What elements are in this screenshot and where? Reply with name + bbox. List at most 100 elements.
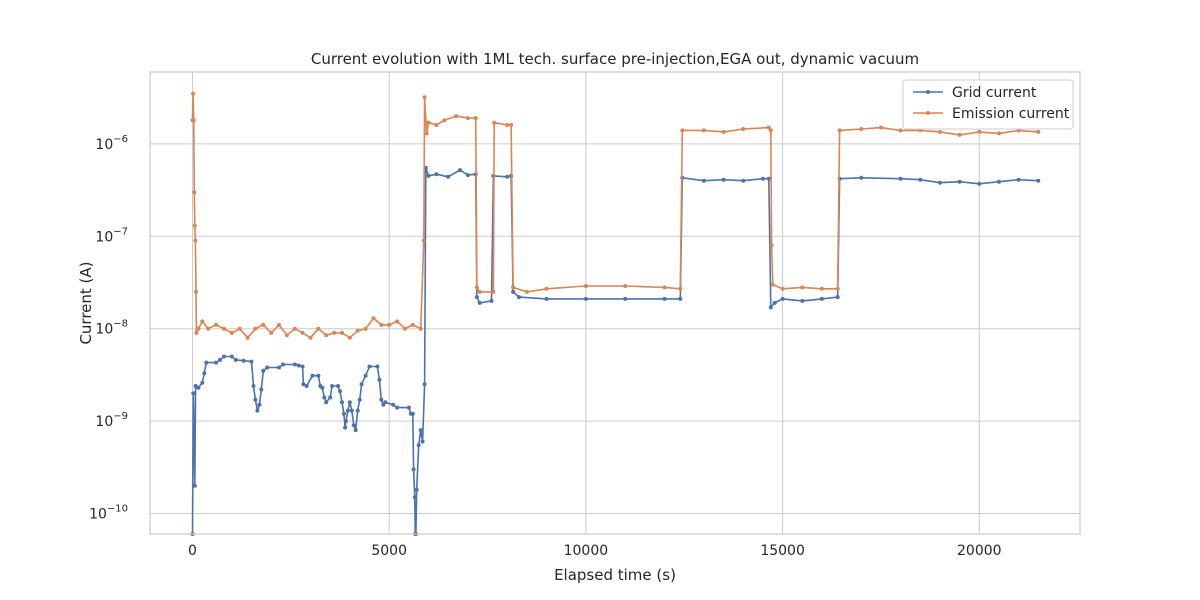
data-point-grid-current bbox=[583, 296, 588, 301]
data-point-emission-current bbox=[678, 286, 683, 291]
data-point-grid-current bbox=[489, 298, 494, 303]
data-point-emission-current bbox=[395, 319, 400, 324]
data-point-grid-current bbox=[357, 397, 362, 402]
data-point-grid-current bbox=[222, 354, 226, 359]
x-axis: 0 5000 10000 15000 20000 bbox=[188, 543, 1002, 559]
data-point-grid-current bbox=[359, 382, 364, 387]
data-point-grid-current bbox=[301, 382, 306, 387]
data-point-emission-current bbox=[269, 330, 274, 335]
data-point-grid-current bbox=[343, 425, 348, 430]
data-point-emission-current bbox=[422, 95, 427, 100]
data-point-grid-current bbox=[377, 377, 382, 382]
data-point-grid-current bbox=[328, 395, 333, 400]
data-point-emission-current bbox=[194, 330, 199, 335]
data-point-grid-current bbox=[819, 296, 824, 301]
data-point-emission-current bbox=[277, 322, 281, 327]
data-point-emission-current bbox=[387, 322, 392, 327]
data-point-grid-current bbox=[1036, 178, 1041, 183]
data-point-grid-current bbox=[458, 168, 462, 173]
data-point-grid-current bbox=[322, 395, 327, 400]
data-point-grid-current bbox=[345, 408, 350, 413]
data-point-grid-current bbox=[422, 382, 427, 387]
y-tick-exponent: −10 bbox=[107, 504, 128, 515]
y-tick-base: 10 bbox=[95, 229, 113, 245]
data-point-emission-current bbox=[332, 330, 337, 335]
data-point-grid-current bbox=[678, 296, 683, 301]
data-point-emission-current bbox=[977, 129, 982, 134]
data-point-grid-current bbox=[363, 373, 368, 378]
data-point-grid-current bbox=[418, 428, 423, 433]
data-point-emission-current bbox=[363, 326, 368, 331]
data-point-emission-current bbox=[284, 333, 289, 338]
data-point-grid-current bbox=[410, 411, 415, 416]
data-point-emission-current bbox=[245, 335, 250, 340]
data-point-emission-current bbox=[524, 289, 529, 294]
x-tick-label: 10000 bbox=[564, 543, 609, 559]
data-point-emission-current bbox=[997, 131, 1001, 136]
data-point-emission-current bbox=[583, 284, 588, 288]
data-point-emission-current bbox=[253, 326, 258, 331]
data-point-grid-current bbox=[383, 400, 388, 405]
data-point-grid-current bbox=[324, 400, 329, 405]
data-point-grid-current bbox=[191, 391, 196, 396]
data-point-grid-current bbox=[434, 172, 439, 177]
data-point-grid-current bbox=[835, 295, 840, 300]
data-point-emission-current bbox=[300, 330, 305, 335]
data-point-grid-current bbox=[701, 178, 706, 183]
y-tick-exponent: −7 bbox=[113, 226, 128, 237]
data-point-emission-current bbox=[442, 118, 447, 123]
data-point-grid-current bbox=[320, 385, 325, 390]
data-point-grid-current bbox=[292, 362, 297, 367]
data-point-emission-current bbox=[316, 326, 321, 331]
y-tick-exponent: −8 bbox=[113, 319, 128, 330]
y-tick-label: 10−9 bbox=[95, 411, 128, 430]
data-point-emission-current bbox=[859, 127, 864, 131]
data-point-grid-current bbox=[375, 364, 380, 369]
data-point-grid-current bbox=[411, 467, 416, 472]
data-point-grid-current bbox=[957, 179, 962, 184]
y-tick-base: 10 bbox=[89, 507, 107, 523]
data-point-grid-current bbox=[204, 360, 209, 365]
data-point-emission-current bbox=[324, 333, 329, 338]
data-point-emission-current bbox=[200, 319, 205, 324]
legend-grid-current-marker bbox=[926, 90, 930, 94]
data-point-emission-current bbox=[770, 282, 775, 287]
data-point-emission-current bbox=[768, 128, 773, 133]
data-point-emission-current bbox=[402, 326, 407, 331]
data-point-grid-current bbox=[898, 176, 903, 181]
data-point-grid-current bbox=[977, 181, 982, 186]
data-point-grid-current bbox=[202, 371, 207, 376]
data-point-emission-current bbox=[426, 120, 431, 125]
data-point-grid-current bbox=[336, 384, 340, 388]
data-point-grid-current bbox=[349, 408, 354, 413]
data-point-grid-current bbox=[997, 179, 1001, 184]
plot-area bbox=[150, 72, 1080, 534]
data-point-grid-current bbox=[265, 365, 270, 370]
y-tick-exponent: −6 bbox=[113, 134, 128, 145]
data-point-grid-current bbox=[259, 387, 264, 392]
y-tick-label: 10−7 bbox=[95, 226, 128, 245]
data-point-grid-current bbox=[351, 423, 356, 428]
data-point-grid-current bbox=[253, 397, 258, 402]
data-point-grid-current bbox=[477, 300, 482, 305]
data-point-grid-current bbox=[261, 368, 266, 373]
data-point-emission-current bbox=[837, 128, 842, 133]
data-point-emission-current bbox=[237, 326, 242, 331]
legend-emission-current-marker bbox=[926, 111, 930, 115]
data-point-emission-current bbox=[292, 326, 297, 331]
data-point-grid-current bbox=[768, 305, 773, 310]
data-point-emission-current bbox=[340, 330, 344, 335]
data-point-emission-current bbox=[662, 285, 667, 290]
data-point-grid-current bbox=[721, 177, 726, 182]
data-point-emission-current bbox=[937, 129, 942, 134]
legend: Grid current Emission current bbox=[902, 79, 1074, 130]
data-point-grid-current bbox=[937, 180, 942, 185]
data-point-grid-current bbox=[391, 402, 396, 407]
data-point-grid-current bbox=[214, 360, 219, 365]
data-point-emission-current bbox=[741, 127, 746, 131]
data-point-emission-current bbox=[477, 289, 482, 294]
data-point-emission-current bbox=[898, 128, 903, 133]
data-point-emission-current bbox=[206, 326, 211, 331]
data-point-grid-current bbox=[218, 357, 222, 362]
